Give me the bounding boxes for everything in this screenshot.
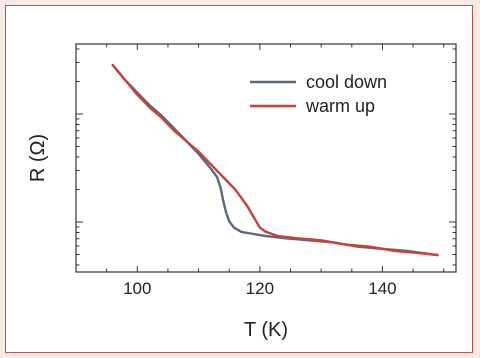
figure-panel: 100 120 140 cool down warm up T (K) R (Ω) [5,5,473,353]
legend-label: cool down [306,72,387,92]
x-tick-label: 140 [368,279,396,298]
line-chart: 100 120 140 cool down warm up T (K) R (Ω) [27,43,457,341]
y-axis-label: R (Ω) [27,134,49,182]
legend: cool down warm up [250,72,387,116]
series-line-cool-down [111,63,439,257]
plot-frame [75,43,457,273]
x-tick-label: 120 [246,279,274,298]
series-layer [111,63,439,257]
series-line-warm-up [111,63,439,257]
plot-axes [75,43,457,273]
axis-ticks: 100 120 140 [75,44,456,298]
x-tick-label: 100 [123,279,151,298]
legend-label: warm up [305,96,375,116]
x-axis-label: T (K) [244,319,288,341]
